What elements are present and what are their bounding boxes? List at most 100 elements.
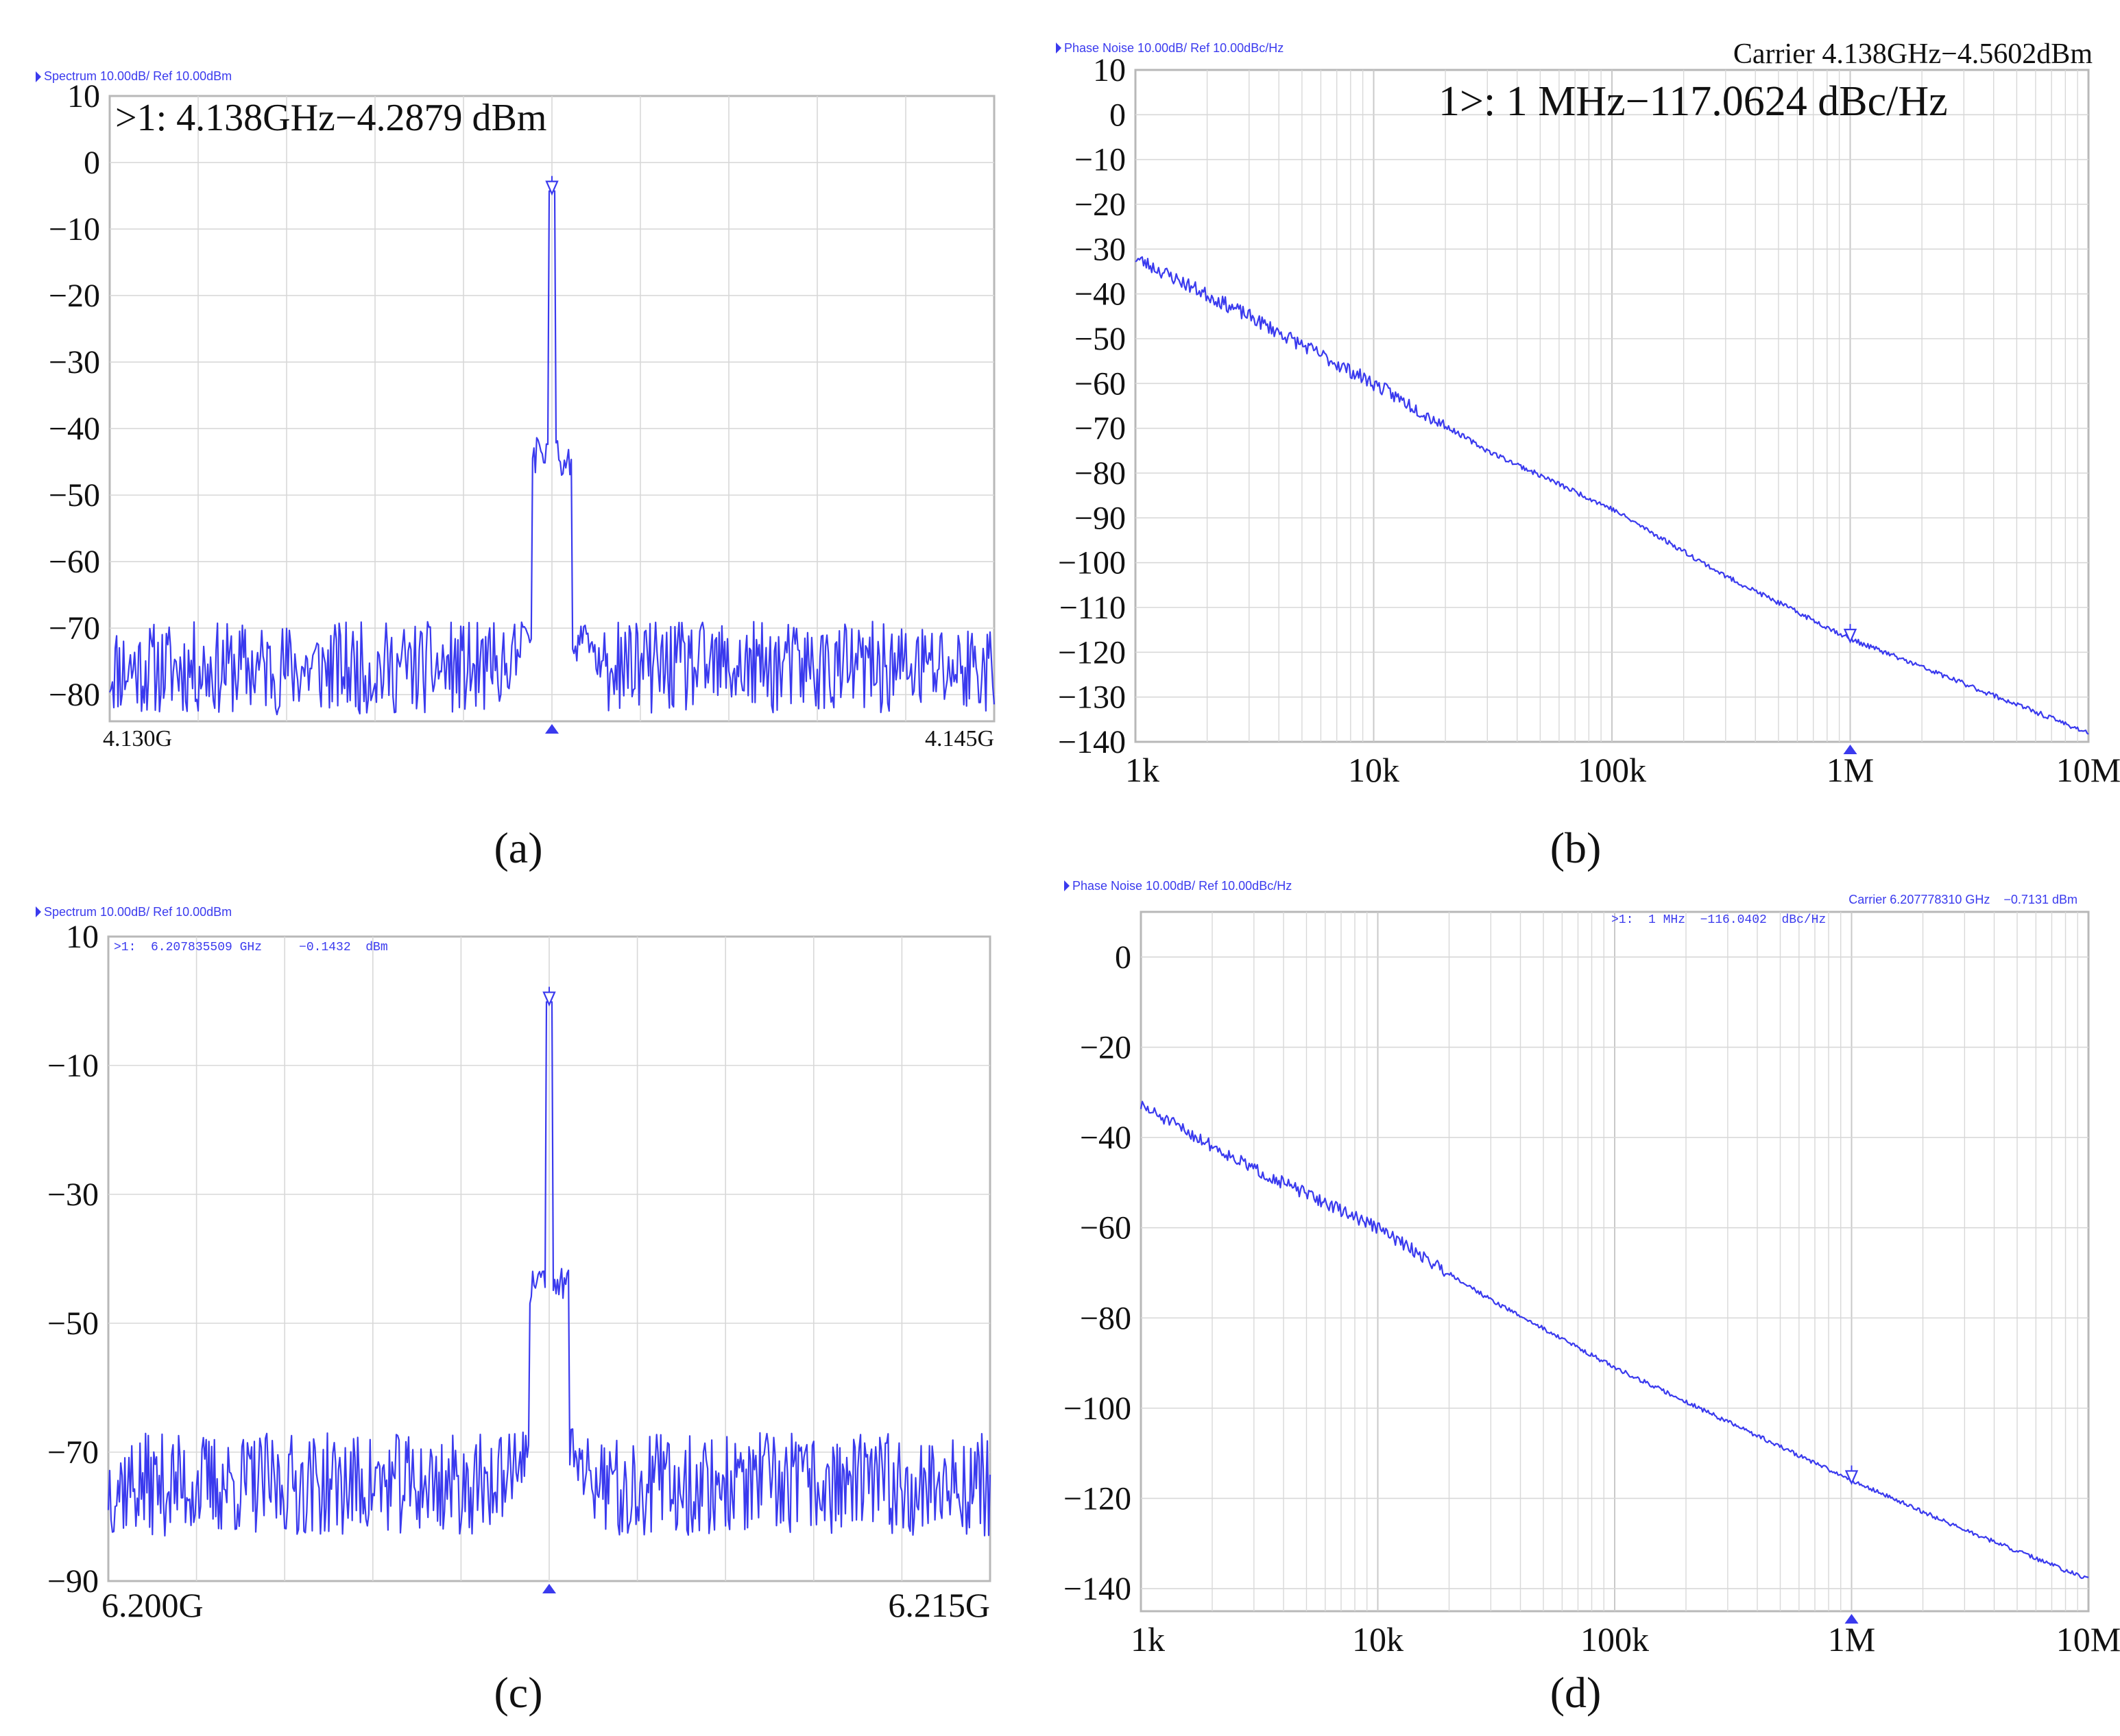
panel-d-y-tick-labels: 0 −20 −40 −60 −80 −100 −120 −140: [1063, 939, 1131, 1607]
panel-a-x-tick-labels: 4.130G 4.145G: [103, 726, 994, 751]
panel-a-header: Spectrum 10.00dB/ Ref 10.00dBm: [44, 69, 232, 83]
y-tick-label: −80: [1080, 1300, 1131, 1336]
x-tick-label: 10k: [1352, 1620, 1404, 1659]
panel-d-grid: [1141, 912, 2088, 1611]
panel-b-header: Phase Noise 10.00dB/ Ref 10.00dBc/Hz: [1064, 41, 1284, 55]
panel-d-label: (d): [1550, 1668, 1602, 1717]
x-tick-label: 4.145G: [925, 726, 994, 751]
x-tick-label: 10k: [1348, 751, 1399, 789]
axis-marker-triangle: [1844, 1614, 1859, 1624]
x-tick-label: 10M: [2056, 751, 2120, 789]
panel-d: Phase Noise 10.00dB/ Ref 10.00dBc/Hz Car…: [1063, 879, 2120, 1717]
x-tick-label: 1k: [1125, 751, 1159, 789]
marker-triangle: [542, 991, 556, 1007]
y-tick-label: 10: [1093, 52, 1126, 88]
y-tick-label: −140: [1063, 1571, 1131, 1607]
panel-b-label: (b): [1550, 823, 1602, 872]
y-tick-label: −110: [1059, 590, 1126, 626]
panel-b-marker-icon: [1843, 624, 1857, 754]
panel-c: Spectrum 10.00dB/ Ref 10.00dBm >1: 6.207…: [36, 905, 991, 1717]
x-tick-label: 10M: [2056, 1620, 2120, 1659]
panel-d-carrier-readout: Carrier 6.207778310 GHz −0.7131 dBm: [1848, 893, 2077, 906]
panel-a-marker-icon: [545, 176, 559, 734]
y-tick-label: 10: [67, 78, 100, 114]
y-tick-label: −70: [49, 610, 100, 647]
axis-marker-triangle: [545, 724, 559, 734]
y-tick-label: −20: [49, 278, 100, 314]
x-tick-label: 100k: [1580, 1620, 1649, 1659]
y-tick-label: −60: [49, 544, 100, 580]
panel-b-marker-readout: 1>: 1 MHz−117.0624 dBc/Hz: [1438, 78, 1948, 125]
panel-d-header: Phase Noise 10.00dB/ Ref 10.00dBc/Hz: [1072, 879, 1292, 893]
y-tick-label: −40: [1080, 1120, 1131, 1156]
y-tick-label: −60: [1080, 1210, 1131, 1246]
y-tick-label: −20: [1074, 186, 1126, 223]
y-tick-label: −80: [1074, 455, 1126, 492]
y-tick-label: −50: [49, 477, 100, 514]
y-tick-label: −50: [1074, 321, 1126, 357]
header-arrow-icon: [36, 71, 41, 82]
panel-b: Phase Noise 10.00dB/ Ref 10.00dBc/Hz Car…: [1056, 38, 2120, 872]
panel-d-marker-readout: >1: 1 MHz −116.0402 dBc/Hz: [1611, 913, 1826, 927]
axis-marker-triangle: [1843, 745, 1857, 754]
y-tick-label: −30: [49, 344, 100, 381]
y-tick-label: −80: [49, 677, 100, 713]
marker-triangle: [545, 180, 559, 196]
y-tick-label: −140: [1058, 724, 1126, 760]
panel-b-phase-noise-trace: [1135, 256, 2089, 735]
panel-c-grid: [108, 937, 990, 1581]
y-tick-label: −90: [1074, 500, 1126, 536]
y-tick-label: −90: [47, 1563, 99, 1600]
y-tick-label: −100: [1058, 545, 1126, 581]
y-tick-label: 0: [84, 145, 100, 181]
y-tick-label: −70: [1074, 411, 1126, 447]
y-tick-label: −40: [1074, 276, 1126, 313]
y-tick-label: 0: [1109, 97, 1126, 133]
panel-d-x-tick-labels: 1k 10k 100k 1M 10M: [1131, 1620, 2120, 1659]
y-tick-label: −100: [1063, 1390, 1131, 1427]
panel-b-y-tick-labels: 10 0 −10 −20 −30 −40 −50 −60 −70 −80 −90…: [1058, 52, 1126, 760]
panel-a-grid: [110, 96, 994, 721]
y-tick-label: −130: [1058, 679, 1126, 716]
y-tick-label: −30: [1074, 231, 1126, 267]
panel-d-marker-icon: [1844, 1465, 1859, 1624]
panel-a: Spectrum 10.00dB/ Ref 10.00dBm >1: 4.138…: [36, 69, 996, 872]
x-tick-label: 1M: [1827, 751, 1874, 789]
panel-b-carrier-readout: Carrier 4.138GHz−4.5602dBm: [1733, 38, 2093, 70]
panel-c-label: (c): [494, 1668, 542, 1717]
panel-d-phase-noise-trace: [1140, 1100, 2089, 1580]
header-arrow-icon: [1064, 880, 1070, 891]
x-tick-label: 6.215G: [888, 1586, 990, 1624]
header-arrow-icon: [36, 906, 41, 917]
panel-c-marker-icon: [542, 987, 556, 1593]
y-tick-label: −10: [47, 1048, 99, 1084]
axis-marker-triangle: [542, 1584, 556, 1593]
panel-b-grid: [1135, 70, 2088, 742]
y-tick-label: −20: [1080, 1029, 1131, 1065]
y-tick-label: −40: [49, 411, 100, 447]
x-tick-label: 1k: [1131, 1620, 1165, 1659]
panel-c-header: Spectrum 10.00dB/ Ref 10.00dBm: [44, 905, 232, 919]
y-tick-label: −120: [1063, 1480, 1131, 1517]
panel-a-y-tick-labels: 10 0 −10 −20 −30 −40 −50 −60 −70 −80: [49, 78, 100, 713]
panel-c-marker-readout: >1: 6.207835509 GHz −0.1432 dBm: [114, 941, 388, 954]
panel-b-x-tick-labels: 1k 10k 100k 1M 10M: [1125, 751, 2120, 789]
panel-c-x-tick-labels: 6.200G 6.215G: [101, 1586, 990, 1624]
x-tick-label: 6.200G: [101, 1586, 204, 1624]
panel-a-marker-readout: >1: 4.138GHz−4.2879 dBm: [115, 97, 546, 139]
y-tick-label: −30: [47, 1177, 99, 1213]
y-tick-label: 10: [66, 919, 99, 955]
y-tick-label: −10: [49, 211, 100, 248]
panel-c-y-tick-labels: 10 −10 −30 −50 −70 −90: [47, 919, 99, 1600]
x-tick-label: 1M: [1828, 1620, 1875, 1659]
marker-triangle: [1843, 629, 1857, 644]
x-tick-label: 100k: [1578, 751, 1646, 789]
x-tick-label: 4.130G: [103, 726, 172, 751]
y-tick-label: −10: [1074, 142, 1126, 178]
y-tick-label: 0: [1115, 939, 1131, 976]
panel-a-label: (a): [494, 823, 542, 872]
y-tick-label: −60: [1074, 365, 1126, 402]
marker-triangle: [1844, 1470, 1859, 1486]
header-arrow-icon: [1056, 43, 1061, 53]
